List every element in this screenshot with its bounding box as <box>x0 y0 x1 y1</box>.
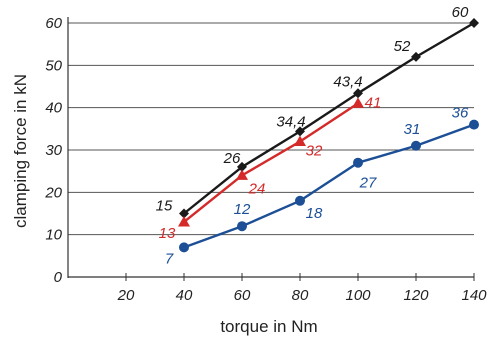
series-line-2 <box>183 102 359 223</box>
data-label-s2-80: 32 <box>306 143 323 160</box>
diamond-marker-s1-120 <box>411 51 421 62</box>
data-label-s1-60: 26 <box>223 150 241 167</box>
data-label-s3-100: 27 <box>359 175 377 192</box>
circle-marker-s3-80 <box>295 195 305 206</box>
data-label-s3-80: 18 <box>306 205 323 222</box>
circle-marker-s3-140 <box>469 119 479 130</box>
diamond-marker-s1-140 <box>469 18 479 28</box>
y-tick-label-30: 30 <box>45 142 62 159</box>
diamond-marker-s1-40 <box>179 208 189 219</box>
triangle-marker-s2-80 <box>294 135 306 147</box>
data-label-s3-60: 12 <box>234 201 251 218</box>
series-line-1 <box>183 21 475 215</box>
data-labels: 15 26 34,4 43,4 52 60 13 24 32 41 7 12 18 27 31 36 <box>156 4 469 267</box>
y-tick-label-60: 60 <box>45 15 62 32</box>
x-tick-label-20: 20 <box>117 287 135 304</box>
x-tick-label-140: 140 <box>461 287 487 304</box>
x-tick-label-80: 80 <box>292 287 309 304</box>
data-label-s2-100: 41 <box>365 94 382 111</box>
data-label-s1-100: 43,4 <box>333 73 362 90</box>
diamond-marker-s1-100 <box>353 88 363 99</box>
y-axis-title: clamping force in kN <box>11 74 30 228</box>
y-tick-label-20: 20 <box>44 184 62 201</box>
y-tick-label-0: 0 <box>54 269 63 286</box>
data-label-s3-120: 31 <box>404 121 421 138</box>
series-line-3 <box>183 123 475 249</box>
circle-marker-s3-40 <box>179 242 189 253</box>
y-tick-label-50: 50 <box>45 57 62 74</box>
x-tick-label-120: 120 <box>403 287 429 304</box>
data-series <box>178 18 479 253</box>
x-tick-label-60: 60 <box>234 287 251 304</box>
y-tick-labels: 0 10 20 30 40 50 60 <box>44 15 62 286</box>
diamond-marker-s1-80 <box>295 126 305 137</box>
x-axis-title: torque in Nm <box>220 317 317 336</box>
data-label-s2-60: 24 <box>248 180 266 197</box>
y-tick-label-40: 40 <box>45 100 62 117</box>
data-label-s3-40: 7 <box>165 250 174 267</box>
circle-marker-s3-60 <box>237 221 247 232</box>
triangle-marker-s2-40 <box>178 215 190 227</box>
data-label-s1-120: 52 <box>394 38 411 55</box>
triangle-marker-s2-100 <box>352 97 364 108</box>
data-label-s2-40: 13 <box>159 225 176 242</box>
data-label-s1-40: 15 <box>156 198 173 215</box>
data-label-s3-140: 36 <box>452 105 469 122</box>
diamond-marker-s1-60 <box>237 161 247 172</box>
axes <box>67 17 475 281</box>
data-label-s1-140: 60 <box>452 4 469 21</box>
x-tick-labels: 20 40 60 80 100 120 140 <box>117 287 488 304</box>
x-tick-label-100: 100 <box>345 287 371 304</box>
triangle-marker-s2-60 <box>236 169 248 180</box>
circle-marker-s3-120 <box>411 140 421 151</box>
y-tick-label-10: 10 <box>45 227 62 244</box>
circle-marker-s3-100 <box>353 157 363 168</box>
data-label-s1-80: 34,4 <box>276 113 305 130</box>
x-tick-label-40: 40 <box>176 287 193 304</box>
